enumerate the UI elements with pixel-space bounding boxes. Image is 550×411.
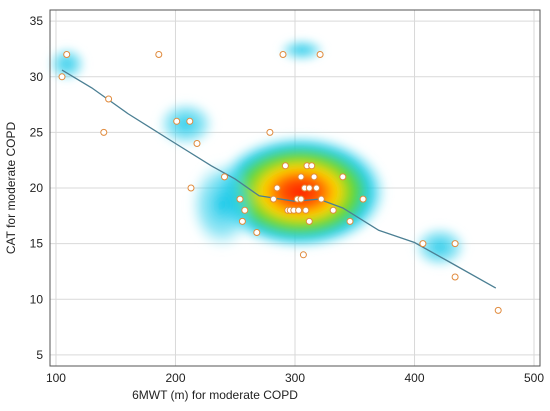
plot-frame bbox=[49, 9, 541, 367]
y-axis-title: CAT for moderate COPD bbox=[4, 122, 18, 255]
x-tick-label: 100 bbox=[46, 371, 66, 385]
data-point bbox=[297, 173, 305, 181]
data-point bbox=[186, 117, 194, 125]
y-tick-label: 25 bbox=[30, 125, 44, 139]
data-point bbox=[359, 195, 367, 203]
axes bbox=[49, 9, 541, 367]
data-point bbox=[317, 195, 325, 203]
data-point bbox=[58, 73, 66, 81]
data-point bbox=[238, 217, 246, 225]
data-point bbox=[310, 173, 318, 181]
data-point bbox=[105, 95, 113, 103]
data-point bbox=[187, 184, 195, 192]
data-point bbox=[494, 306, 502, 314]
data-point bbox=[173, 117, 181, 125]
data-point bbox=[339, 173, 347, 181]
heat-blob-main bbox=[212, 134, 388, 250]
y-tick-label: 5 bbox=[36, 348, 43, 362]
data-point bbox=[279, 51, 287, 58]
x-tick-label: 200 bbox=[165, 371, 185, 385]
heat-blob-right bbox=[412, 225, 468, 269]
data-point bbox=[270, 195, 277, 203]
x-tick-label: 400 bbox=[404, 371, 424, 385]
data-point bbox=[273, 184, 281, 192]
data-point bbox=[100, 128, 108, 136]
y-tick-label: 30 bbox=[30, 70, 44, 84]
heat-blob-top bbox=[278, 38, 326, 62]
y-tick-label: 20 bbox=[30, 181, 44, 195]
data-point bbox=[451, 240, 459, 248]
data-point bbox=[308, 162, 316, 170]
data-point bbox=[451, 273, 459, 281]
y-tick-label: 35 bbox=[30, 14, 44, 28]
data-point bbox=[305, 217, 313, 225]
data-point bbox=[221, 173, 228, 181]
heat-blob-left bbox=[188, 159, 256, 251]
data-points bbox=[58, 51, 502, 314]
data-point bbox=[313, 184, 320, 192]
data-point bbox=[316, 51, 324, 58]
data-point bbox=[295, 206, 303, 214]
tick-labels: 100 200 300 400 500 5 10 15 20 25 30 35 bbox=[30, 14, 545, 385]
data-point bbox=[346, 217, 354, 225]
data-point bbox=[155, 51, 163, 58]
data-point bbox=[419, 240, 427, 248]
data-point bbox=[241, 206, 249, 214]
x-tick-label: 300 bbox=[285, 371, 305, 385]
x-axis-title: 6MWT (m) for moderate COPD bbox=[132, 388, 298, 402]
data-point bbox=[63, 51, 71, 58]
data-point bbox=[305, 184, 313, 192]
y-tick-label: 15 bbox=[30, 237, 44, 251]
heat-blob-top-left bbox=[47, 46, 87, 82]
y-tick-label: 10 bbox=[30, 292, 44, 306]
heat-blob-upper bbox=[156, 100, 216, 148]
data-point bbox=[193, 140, 201, 147]
data-point bbox=[281, 162, 289, 170]
trend-line bbox=[61, 69, 497, 289]
data-point bbox=[299, 251, 307, 259]
x-tick-label: 500 bbox=[524, 371, 544, 385]
data-point bbox=[266, 128, 274, 136]
data-point bbox=[302, 206, 310, 214]
data-point bbox=[297, 195, 305, 203]
data-point bbox=[253, 229, 261, 236]
data-point bbox=[236, 195, 244, 203]
data-point bbox=[329, 206, 337, 214]
